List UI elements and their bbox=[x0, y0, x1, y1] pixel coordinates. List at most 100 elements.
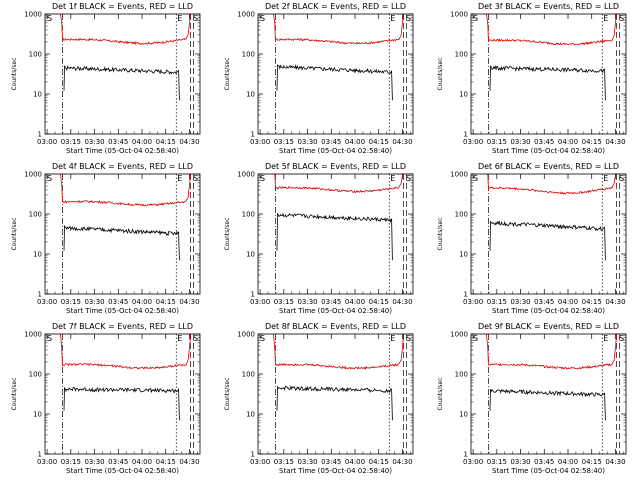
y-tick-label: 100 bbox=[242, 51, 255, 59]
x-tick-label: 04:30 bbox=[605, 138, 625, 146]
start-marker-label: S bbox=[47, 174, 52, 183]
x-tick-label: 03:45 bbox=[534, 138, 554, 146]
x-tick-label: 03:00 bbox=[37, 298, 57, 306]
events-series-line bbox=[63, 65, 180, 101]
x-tick-label: 03:30 bbox=[510, 298, 530, 306]
events-series-line bbox=[489, 64, 606, 101]
y-tick-label: 1 bbox=[38, 451, 42, 459]
detector-panel: Det 4f BLACK = Events, RED = LLD Counts/s… bbox=[11, 162, 201, 315]
x-tick-label: 04:00 bbox=[132, 458, 152, 466]
y-axis-label: Counts/sec bbox=[224, 377, 231, 410]
start-marker-label: S bbox=[193, 174, 198, 183]
detector-panel: Det 6f BLACK = Events, RED = LLD Counts/s… bbox=[437, 162, 627, 315]
y-tick-label: 1 bbox=[38, 131, 42, 139]
panel-title: Det 7f BLACK = Events, RED = LLD bbox=[52, 322, 193, 331]
y-tick-label: 1000 bbox=[237, 171, 255, 179]
x-tick-label: 03:30 bbox=[510, 458, 530, 466]
end-marker-label: E bbox=[390, 174, 395, 183]
start-marker-label: S bbox=[193, 334, 198, 343]
panel-title: Det 3f BLACK = Events, RED = LLD bbox=[478, 2, 619, 11]
y-tick-label: 1000 bbox=[24, 171, 42, 179]
panel-title: Det 9f BLACK = Events, RED = LLD bbox=[478, 322, 619, 331]
plot-frame bbox=[257, 333, 414, 455]
start-marker-label: S bbox=[473, 174, 478, 183]
start-marker-label: S bbox=[260, 334, 265, 343]
x-tick-label: 04:15 bbox=[156, 458, 176, 466]
x-tick-label: 03:15 bbox=[274, 458, 294, 466]
x-tick-label: 03:45 bbox=[534, 458, 554, 466]
y-tick-label: 1 bbox=[38, 291, 42, 299]
y-tick-label: 1 bbox=[251, 131, 255, 139]
x-tick-label: 03:15 bbox=[61, 298, 81, 306]
start-marker-label: S bbox=[47, 334, 52, 343]
y-tick-label: 1 bbox=[464, 291, 468, 299]
x-tick-label: 04:00 bbox=[558, 458, 578, 466]
y-axis-label: Counts/sec bbox=[437, 217, 444, 250]
x-tick-label: 03:45 bbox=[321, 458, 341, 466]
x-tick-label: 04:00 bbox=[345, 138, 365, 146]
panel-title: Det 1f BLACK = Events, RED = LLD bbox=[52, 2, 193, 11]
x-tick-label: 03:00 bbox=[463, 298, 483, 306]
x-axis-label: Start Time (05-Oct-04 02:58:40) bbox=[66, 307, 179, 315]
y-axis-label: Counts/sec bbox=[11, 377, 18, 410]
x-tick-label: 04:30 bbox=[179, 298, 199, 306]
x-tick-label: 04:00 bbox=[132, 298, 152, 306]
y-tick-label: 10 bbox=[33, 251, 42, 259]
y-tick-label: 1000 bbox=[237, 11, 255, 19]
y-tick-label: 1000 bbox=[450, 331, 468, 339]
y-tick-label: 10 bbox=[459, 251, 468, 259]
x-tick-label: 03:15 bbox=[61, 138, 81, 146]
plot-frame bbox=[257, 13, 414, 135]
start-marker-label: S bbox=[619, 334, 624, 343]
x-tick-label: 03:15 bbox=[274, 138, 294, 146]
y-tick-label: 100 bbox=[455, 51, 468, 59]
y-axis-label: Counts/sec bbox=[224, 57, 231, 90]
x-tick-label: 04:30 bbox=[392, 298, 412, 306]
plot-frame bbox=[470, 173, 627, 295]
start-marker-label: S bbox=[619, 174, 624, 183]
x-tick-label: 04:15 bbox=[369, 458, 389, 466]
x-tick-label: 03:45 bbox=[108, 138, 128, 146]
plot-frame bbox=[470, 333, 627, 455]
start-marker-label: S bbox=[473, 334, 478, 343]
x-tick-label: 03:15 bbox=[487, 458, 507, 466]
y-tick-label: 1 bbox=[251, 451, 255, 459]
x-tick-label: 03:30 bbox=[297, 298, 317, 306]
x-tick-label: 03:30 bbox=[84, 138, 104, 146]
plot-frame bbox=[257, 173, 414, 295]
x-tick-label: 03:45 bbox=[108, 458, 128, 466]
panel-title: Det 8f BLACK = Events, RED = LLD bbox=[265, 322, 406, 331]
events-series-line bbox=[489, 388, 606, 421]
lld-series-line bbox=[60, 173, 191, 207]
y-tick-label: 1000 bbox=[24, 11, 42, 19]
start-marker-label: S bbox=[260, 14, 265, 23]
lld-series-line bbox=[60, 333, 191, 370]
x-tick-label: 04:30 bbox=[605, 458, 625, 466]
y-axis-label: Counts/sec bbox=[11, 57, 18, 90]
lld-series-line bbox=[273, 333, 404, 370]
start-marker-label: S bbox=[47, 14, 52, 23]
y-tick-label: 100 bbox=[29, 371, 42, 379]
y-tick-label: 1 bbox=[464, 451, 468, 459]
plot-frame bbox=[44, 13, 201, 135]
x-tick-label: 03:00 bbox=[463, 138, 483, 146]
panel-title: Det 5f BLACK = Events, RED = LLD bbox=[265, 162, 406, 171]
x-axis-label: Start Time (05-Oct-04 02:58:40) bbox=[492, 467, 605, 475]
y-tick-label: 100 bbox=[242, 211, 255, 219]
start-marker-label: S bbox=[406, 174, 411, 183]
end-marker-label: E bbox=[177, 14, 182, 23]
start-marker-label: S bbox=[473, 14, 478, 23]
events-series-line bbox=[489, 220, 606, 261]
x-tick-label: 03:45 bbox=[534, 298, 554, 306]
y-tick-label: 1000 bbox=[237, 331, 255, 339]
events-series-line bbox=[276, 212, 393, 261]
x-tick-label: 03:30 bbox=[297, 458, 317, 466]
plot-frame bbox=[44, 173, 201, 295]
panel-title: Det 2f BLACK = Events, RED = LLD bbox=[265, 2, 406, 11]
y-tick-label: 10 bbox=[459, 91, 468, 99]
y-tick-label: 100 bbox=[455, 371, 468, 379]
x-tick-label: 04:15 bbox=[156, 138, 176, 146]
lld-series-line bbox=[486, 173, 617, 195]
x-axis-label: Start Time (05-Oct-04 02:58:40) bbox=[279, 307, 392, 315]
